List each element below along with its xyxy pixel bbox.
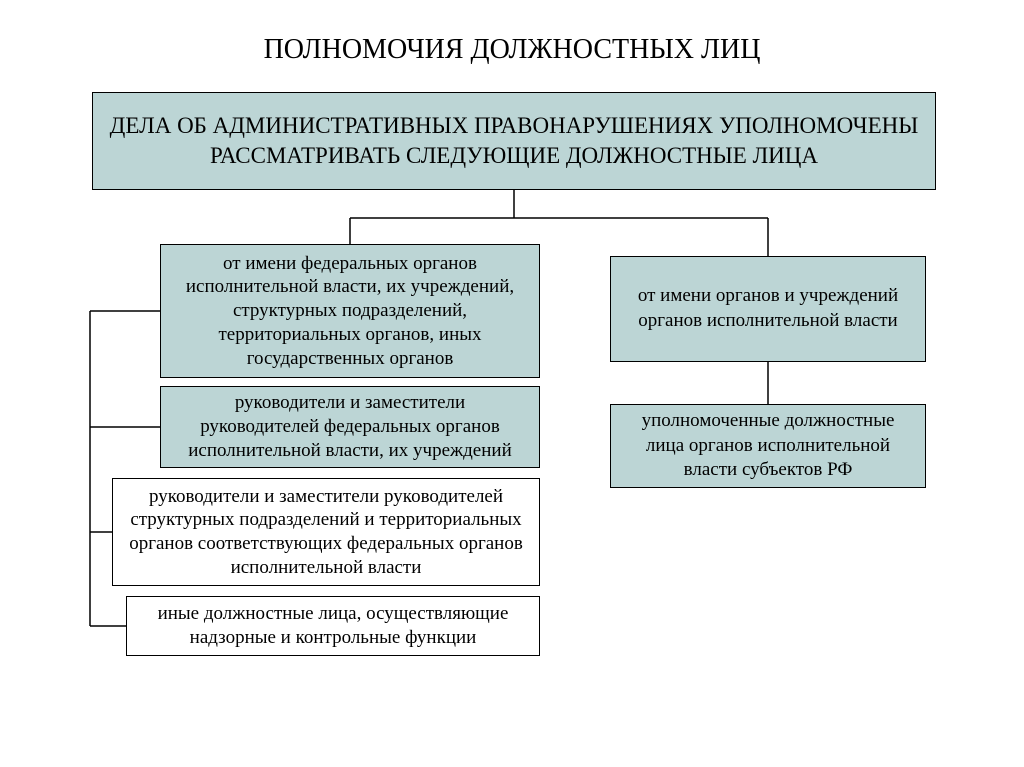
left-branch-box-1: от имени федеральных органов исполнитель…: [160, 244, 540, 378]
left-branch-box-4: иные должностные лица, осуществляющие на…: [126, 596, 540, 656]
right-branch-box-1: от имени органов и учреждений органов ис…: [610, 256, 926, 362]
diagram-title: ПОЛНОМОЧИЯ ДОЛЖНОСТНЫХ ЛИЦ: [0, 0, 1024, 66]
left-branch-box-3: руководители и заместители руководителей…: [112, 478, 540, 586]
header-box: ДЕЛА ОБ АДМИНИСТРАТИВНЫХ ПРАВОНАРУШЕНИЯХ…: [92, 92, 936, 190]
right-branch-box-2: уполномоченные должностные лица органов …: [610, 404, 926, 488]
left-branch-box-2: руководители и заместители руководителей…: [160, 386, 540, 468]
